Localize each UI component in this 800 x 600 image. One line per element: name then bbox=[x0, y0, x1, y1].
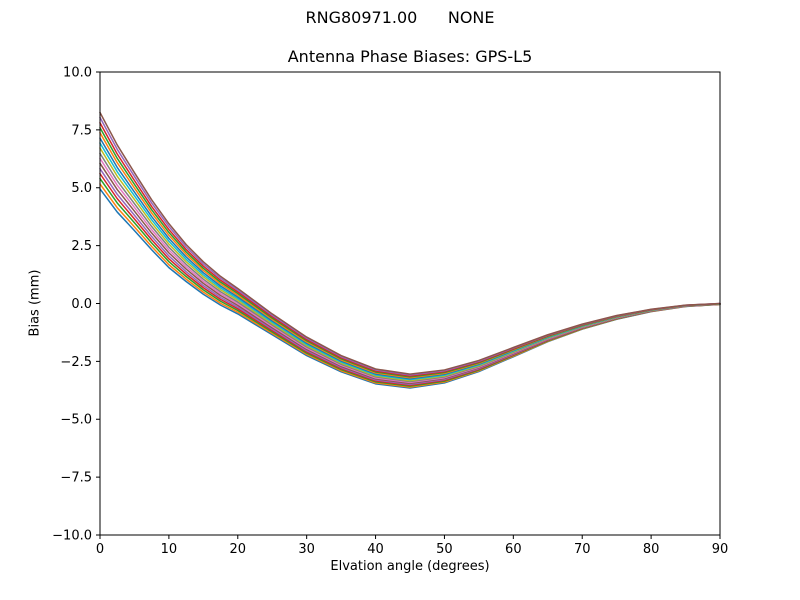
x-tick-label: 80 bbox=[643, 542, 660, 557]
y-tick-label: 5.0 bbox=[71, 181, 92, 196]
x-axis-label: Elvation angle (degrees) bbox=[330, 559, 490, 574]
y-tick-label: 10.0 bbox=[63, 65, 92, 80]
y-tick-label: 7.5 bbox=[71, 123, 92, 138]
figure-title: RNG80971.00 NONE bbox=[305, 8, 495, 27]
x-tick-label: 70 bbox=[574, 542, 591, 557]
x-tick-label: 30 bbox=[298, 542, 315, 557]
series-line-curve-9 bbox=[99, 147, 721, 382]
x-tick-label: 20 bbox=[230, 542, 247, 557]
series-line-curve-2 bbox=[99, 183, 721, 388]
y-axis-label: Bias (mm) bbox=[27, 269, 43, 337]
y-tick-label: −7.5 bbox=[60, 471, 92, 486]
y-tick-label: 2.5 bbox=[71, 239, 92, 254]
axes-frame bbox=[99, 71, 721, 536]
y-tick-label: −5.0 bbox=[60, 413, 92, 428]
series-line-curve-16 bbox=[99, 111, 721, 375]
x-tick-label: 10 bbox=[161, 542, 178, 557]
series-line-curve-3 bbox=[99, 177, 721, 387]
series-line-curve-14 bbox=[99, 122, 721, 377]
x-tick-label: 90 bbox=[712, 542, 729, 557]
series-line-curve-15 bbox=[99, 116, 721, 376]
series-line-curve-5 bbox=[99, 167, 721, 386]
y-tick-label: −2.5 bbox=[60, 355, 92, 370]
y-tick-label: −10.0 bbox=[52, 528, 92, 543]
x-tick-label: 40 bbox=[367, 542, 384, 557]
x-tick-label: 60 bbox=[505, 542, 522, 557]
series-line-curve-4 bbox=[99, 172, 721, 386]
x-tick-label: 0 bbox=[96, 542, 104, 557]
series-line-curve-1 bbox=[99, 188, 721, 389]
x-tick-label: 50 bbox=[436, 542, 453, 557]
chart-subtitle: Antenna Phase Biases: GPS-L5 bbox=[287, 47, 533, 66]
y-tick-label: 0.0 bbox=[71, 297, 92, 312]
